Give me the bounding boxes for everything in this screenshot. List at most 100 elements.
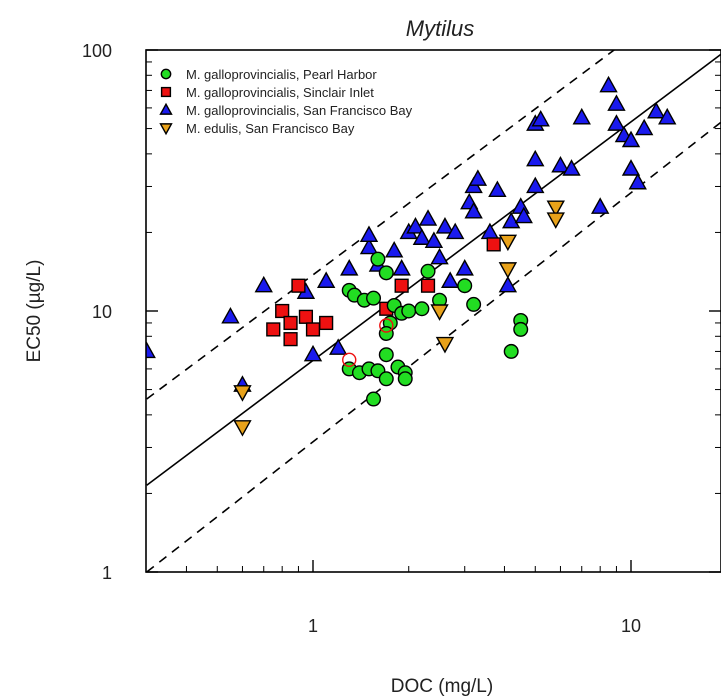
- chart-title: Mytilus: [406, 16, 474, 41]
- data-point: [531, 110, 550, 127]
- legend-marker: [160, 86, 172, 98]
- data-point: [378, 265, 394, 281]
- data-point: [464, 201, 483, 219]
- data-point: [498, 262, 518, 279]
- open-marker: [379, 318, 394, 333]
- data-point: [378, 371, 394, 387]
- y-tick-label: 100: [82, 41, 112, 61]
- data-point: [546, 212, 565, 229]
- data-point: [430, 304, 449, 321]
- data-point: [414, 301, 430, 317]
- data-point: [455, 259, 474, 276]
- data-point: [658, 107, 677, 125]
- data-point: [319, 315, 334, 331]
- x-tick-label: 10: [621, 616, 641, 636]
- data-point: [498, 275, 518, 293]
- data-point: [397, 371, 413, 387]
- data-point: [394, 278, 409, 293]
- data-point: [328, 338, 348, 355]
- data-point: [233, 420, 252, 437]
- data-point: [266, 322, 281, 337]
- data-point: [392, 259, 411, 276]
- data-point: [440, 271, 460, 288]
- data-point: [486, 237, 501, 252]
- x-tick-label: 1: [308, 616, 318, 636]
- legend-label: M. galloprovincialis, San Francisco Bay: [186, 103, 413, 118]
- data-point: [526, 176, 545, 194]
- axis-ticks: 1 10 1 10 100: [82, 41, 721, 636]
- regression-line: [146, 53, 721, 486]
- data-point: [420, 263, 436, 279]
- data-point: [607, 114, 626, 131]
- x-axis-label: DOC (mg/L): [391, 676, 493, 697]
- data-point: [303, 344, 323, 362]
- data-point: [435, 336, 455, 354]
- data-point: [488, 180, 507, 198]
- data-point: [370, 251, 386, 267]
- data-point: [366, 290, 382, 306]
- data-point: [378, 325, 394, 341]
- legend-label: M. galloprovincialis, Pearl Harbor: [186, 67, 377, 82]
- data-point: [283, 315, 298, 331]
- data-point: [412, 228, 432, 245]
- data-point: [546, 200, 565, 217]
- data-point: [503, 343, 519, 359]
- data-point: [221, 306, 240, 324]
- prediction-bound-line: [146, 50, 616, 400]
- data-point: [298, 309, 314, 324]
- data-point: [502, 211, 521, 229]
- y-tick-label: 1: [102, 563, 112, 583]
- legend: M. galloprovincialis, Pearl Harbor M. gal…: [159, 67, 413, 136]
- data-point: [420, 278, 436, 293]
- legend-label: M. edulis, San Francisco Bay: [186, 121, 355, 136]
- open-marker: [342, 352, 357, 368]
- y-axis-label: EC50 (µg/L): [24, 260, 45, 363]
- data-point: [599, 75, 618, 93]
- data-point: [457, 278, 473, 294]
- data-point: [254, 275, 273, 293]
- data-point: [384, 241, 404, 258]
- y-tick-label: 10: [92, 302, 112, 322]
- data-point: [435, 217, 455, 234]
- data-point: [590, 197, 610, 214]
- data-point: [621, 130, 641, 148]
- data-point: [514, 206, 533, 224]
- data-point: [466, 296, 482, 312]
- data-point: [359, 237, 379, 255]
- legend-label: M. galloprovincialis, Sinclair Inlet: [186, 85, 374, 100]
- data-point: [378, 347, 394, 363]
- legend-marker: [159, 102, 173, 115]
- data-point: [291, 278, 306, 293]
- data-point: [366, 391, 382, 407]
- data-point: [646, 101, 666, 119]
- data-point: [628, 172, 647, 190]
- prediction-bound-line: [146, 121, 721, 572]
- data-point: [359, 225, 379, 243]
- data-point: [424, 231, 444, 248]
- data-point: [634, 118, 654, 136]
- data-point: [316, 271, 336, 288]
- data-point: [430, 247, 449, 265]
- data-point: [526, 149, 545, 167]
- plot-frame: [145, 49, 721, 573]
- data-point: [513, 321, 529, 337]
- data-point: [498, 234, 518, 252]
- legend-marker: [160, 68, 172, 80]
- legend-marker: [159, 123, 173, 136]
- data-points: [146, 75, 677, 437]
- fit-lines: [146, 50, 721, 572]
- data-point: [446, 222, 465, 240]
- data-point: [233, 385, 252, 402]
- data-point: [275, 303, 290, 319]
- data-point: [551, 155, 570, 173]
- data-point: [305, 322, 321, 337]
- data-point: [340, 259, 359, 276]
- data-point: [572, 107, 591, 125]
- data-point: [401, 303, 417, 319]
- data-point: [562, 159, 581, 176]
- data-point: [621, 159, 641, 176]
- data-point: [283, 332, 298, 347]
- data-point: [418, 209, 438, 226]
- data-point: [607, 94, 626, 111]
